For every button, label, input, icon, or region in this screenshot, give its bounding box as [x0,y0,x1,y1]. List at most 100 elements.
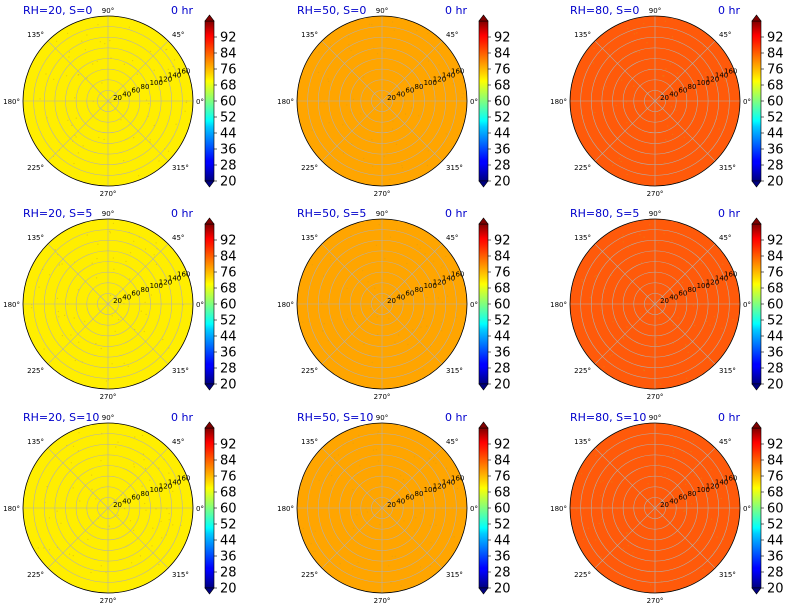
panel-title: RH=20, S=10 [23,411,99,424]
speckle-mark [600,309,602,312]
speckle-mark [111,363,113,365]
speckle-mark [95,498,97,500]
speckle-mark [426,325,428,327]
angular-gridline [594,303,656,365]
colorbar-tick-label: 92 [767,438,784,453]
angle-tick-label: 315° [719,367,736,375]
radial-tick-label: 140 [715,479,728,487]
angular-gridline [654,507,716,569]
speckle-mark [374,287,376,289]
angle-tick-label: 315° [172,367,189,375]
radial-tick-label: 140 [715,72,728,80]
radial-tick-label: 60 [405,290,414,298]
speckle-mark [327,78,329,80]
speckle-mark [145,509,147,511]
speckle-mark [609,355,611,357]
speckle-mark [445,467,448,469]
polar-panel: RH=20, S=0 0 hr 0° 45° 90° 135° 180° 225° 270° 31… [3,4,236,198]
radial-tick-label: 160 [451,68,464,76]
speckle-mark [342,152,345,154]
angle-tick-label: 0° [196,98,204,106]
angle-tick-label: 180° [3,301,20,309]
speckle-mark [697,539,699,542]
angle-tick-label: 270° [647,190,664,198]
speckle-mark [57,310,59,313]
radial-tick-label: 80 [415,490,424,498]
angle-tick-label: 225° [574,367,591,375]
speckle-mark [647,309,649,311]
speckle-mark [430,542,432,544]
speckle-mark [672,342,675,344]
speckle-mark [173,483,175,485]
speckle-mark [671,239,673,242]
speckle-mark [664,472,666,474]
angle-tick-label: 135° [301,31,318,39]
colorbar-tick-label: 36 [494,346,511,361]
angle-tick-label: 90° [376,7,388,15]
speckle-mark [378,224,380,226]
speckle-mark [676,72,679,74]
speckle-mark [595,454,597,456]
colorbar-tick-label: 52 [220,518,237,533]
speckle-mark [138,175,140,177]
speckle-mark [110,294,112,297]
speckle-mark [393,90,395,92]
radial-tick-label: 60 [131,87,140,95]
speckle-mark [37,547,39,549]
colorbar-tick-label: 20 [767,582,784,597]
speckle-mark [601,88,603,90]
speckle-mark [346,318,348,320]
speckle-mark [311,264,313,266]
speckle-mark [61,335,64,337]
speckle-mark [86,34,88,36]
colorbar-tick-label: 20 [220,378,237,393]
speckle-mark [351,143,353,145]
speckle-mark [456,487,458,490]
speckle-mark [684,509,686,511]
speckle-mark [162,338,164,341]
speckle-mark [377,333,379,336]
colorbar-tick-label: 44 [767,330,784,345]
speckle-mark [428,457,430,459]
speckle-mark [133,466,135,468]
speckle-mark [694,325,696,327]
colorbar-tick-label: 60 [767,502,784,517]
speckle-mark [417,115,420,117]
speckle-mark [429,525,431,527]
radial-tick-label: 20 [387,297,396,305]
speckle-mark [133,463,135,465]
speckle-mark [352,98,354,100]
angular-gridline [107,100,169,162]
speckle-mark [685,483,687,485]
speckle-mark [412,329,414,331]
colorbar-tick-label: 52 [220,314,237,329]
angular-gridline [107,243,169,305]
speckle-mark [435,462,437,464]
speckle-mark [605,449,608,451]
angular-gridline [107,303,169,365]
speckle-mark [95,343,97,345]
colorbar-tick-label: 92 [494,31,511,46]
speckle-mark [441,301,443,303]
speckle-mark [724,80,726,82]
speckle-mark [621,79,623,81]
colorbar-tick-label: 36 [220,550,237,565]
speckle-mark [346,287,348,289]
speckle-mark [410,107,412,109]
speckle-mark [709,324,711,326]
speckle-mark [595,539,597,541]
colorbar-tick-label: 44 [220,330,237,345]
radial-tick-label: 60 [131,290,140,298]
speckle-mark [583,508,585,510]
speckle-mark [124,508,126,510]
speckle-mark [318,479,320,481]
radial-tick-label: 40 [669,293,678,301]
speckle-mark [140,310,142,312]
speckle-mark [589,297,591,299]
colorbar-extend-max [751,217,762,225]
speckle-mark [676,488,678,490]
speckle-mark [660,383,662,385]
speckle-mark [58,264,61,266]
radial-tick-label: 120 [433,75,446,83]
speckle-mark [711,518,713,520]
